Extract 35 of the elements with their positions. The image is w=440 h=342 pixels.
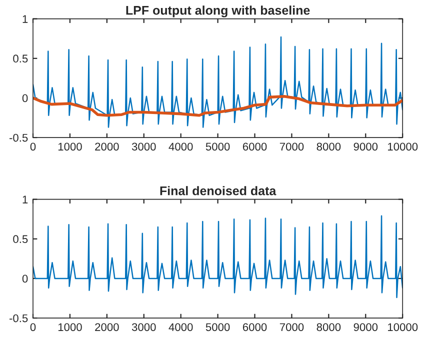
x-tick-label: 1000 xyxy=(58,323,82,332)
x-tick-label: 0 xyxy=(30,323,36,332)
x-tick-label: 10000 xyxy=(388,323,418,332)
line-series xyxy=(33,95,403,117)
y-tick-label: -0.5 xyxy=(9,134,28,142)
y-tick-label: 0.5 xyxy=(13,54,28,63)
x-tick-label: 2000 xyxy=(95,323,119,332)
line-series xyxy=(33,36,403,128)
x-tick-label: 3000 xyxy=(132,323,156,332)
chart-title: Final denoised data xyxy=(160,186,276,196)
x-tick-label: 6000 xyxy=(242,323,267,332)
x-tick-label: 6000 xyxy=(242,142,267,151)
x-tick-label: 8000 xyxy=(316,142,341,151)
x-tick-label: 4000 xyxy=(168,142,193,151)
y-tick-label: 0 xyxy=(22,274,28,283)
x-tick-label: 9000 xyxy=(354,323,378,332)
y-tick-label: 0.5 xyxy=(13,235,28,244)
y-tick-label: 0 xyxy=(22,94,28,102)
x-tick-label: 0 xyxy=(30,142,36,151)
x-tick-label: 3000 xyxy=(132,142,156,151)
y-tick-label: 1 xyxy=(22,15,28,23)
x-tick-label: 10000 xyxy=(388,142,418,151)
x-tick-label: 4000 xyxy=(168,323,193,332)
x-tick-label: 7000 xyxy=(280,323,304,332)
x-tick-label: 5000 xyxy=(206,323,230,332)
y-tick-label: 1 xyxy=(22,196,28,204)
line-series xyxy=(33,215,403,298)
x-tick-label: 8000 xyxy=(316,323,341,332)
x-tick-label: 9000 xyxy=(354,142,378,151)
x-tick-label: 2000 xyxy=(95,142,119,151)
x-tick-label: 1000 xyxy=(58,142,82,151)
x-tick-label: 5000 xyxy=(206,142,230,151)
x-tick-label: 7000 xyxy=(280,142,304,151)
chart-title: LPF output along with baseline xyxy=(126,6,310,18)
y-tick-label: -0.5 xyxy=(9,314,28,322)
